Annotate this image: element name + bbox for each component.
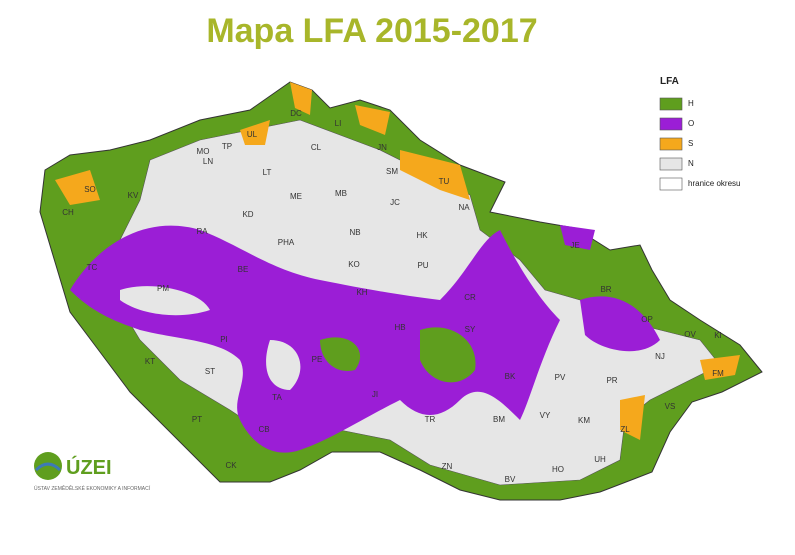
- zone-n-patches: [120, 286, 301, 390]
- legend-swatch: [659, 137, 683, 151]
- district-label: LI: [335, 119, 342, 128]
- district-label: OV: [684, 330, 696, 339]
- zone-o-east: [560, 225, 660, 352]
- district-label: TC: [87, 263, 98, 272]
- title: Mapa LFA 2015-2017: [206, 12, 537, 50]
- district-label: SO: [84, 185, 96, 194]
- district-label: CK: [225, 461, 237, 470]
- district-label: BV: [505, 475, 516, 484]
- district-label: KD: [242, 210, 253, 219]
- legend-label: S: [688, 139, 693, 148]
- district-label: ZL: [620, 425, 630, 434]
- district-label: KT: [145, 357, 155, 366]
- district-label: TU: [439, 177, 450, 186]
- district-label: TR: [425, 415, 436, 424]
- logo-icon-wave: [34, 462, 62, 472]
- logo: ÚZEI ÚSTAV ZEMĚDĚLSKÉ EKONOMIKY A INFORM…: [34, 452, 151, 492]
- district-label: HK: [416, 231, 428, 240]
- district-label: HO: [552, 465, 564, 474]
- logo-name: ÚZEI: [66, 455, 112, 479]
- district-label: BE: [238, 265, 249, 274]
- district-label: PI: [220, 335, 228, 344]
- district-label: ZN: [442, 462, 453, 471]
- district-label: NA: [458, 203, 470, 212]
- district-label: ST: [205, 367, 215, 376]
- district-label: KI: [714, 331, 722, 340]
- legend-label: hranice okresu: [688, 179, 740, 188]
- zone-o: [70, 225, 560, 453]
- district-label: UH: [594, 455, 606, 464]
- district-label: NB: [349, 228, 360, 237]
- district-label: PHA: [278, 238, 295, 247]
- district-label: FM: [712, 369, 724, 378]
- district-label: LN: [203, 157, 213, 166]
- district-label: BK: [505, 372, 516, 381]
- district-label: ME: [290, 192, 302, 201]
- district-label: UL: [247, 130, 258, 139]
- district-label: PE: [312, 355, 323, 364]
- district-label: MO: [197, 147, 210, 156]
- district-label: LT: [263, 168, 272, 177]
- district-label: PM: [157, 284, 169, 293]
- district-label: TP: [222, 142, 232, 151]
- district-label: PR: [606, 376, 617, 385]
- district-label: SM: [386, 167, 398, 176]
- district-label: HB: [394, 323, 405, 332]
- district-label: CR: [464, 293, 476, 302]
- district-label: RA: [196, 227, 208, 236]
- district-label: OP: [641, 315, 653, 324]
- district-label: KH: [356, 288, 367, 297]
- district-label: PV: [555, 373, 566, 382]
- district-label: CL: [311, 143, 322, 152]
- district-label: JE: [570, 241, 579, 250]
- district-label: CB: [258, 425, 269, 434]
- district-label: KO: [348, 260, 360, 269]
- legend-label: N: [688, 159, 694, 168]
- district-label: VS: [665, 402, 676, 411]
- logo-subtitle: ÚSTAV ZEMĚDĚLSKÉ EKONOMIKY A INFORMACÍ: [34, 484, 151, 492]
- district-label: PT: [192, 415, 202, 424]
- legend-swatch: [659, 177, 683, 191]
- district-label: BM: [493, 415, 505, 424]
- district-label: TA: [272, 393, 282, 402]
- logo-icon: [34, 452, 62, 480]
- district-label: KV: [128, 191, 139, 200]
- district-label: DC: [290, 109, 302, 118]
- district-label: KM: [578, 416, 590, 425]
- district-label: JI: [372, 390, 378, 399]
- legend-swatch: [659, 117, 683, 131]
- district-label: BR: [600, 285, 611, 294]
- legend-label: H: [688, 99, 694, 108]
- district-label: JC: [390, 198, 400, 207]
- district-label: NJ: [655, 352, 665, 361]
- district-label: PU: [417, 261, 428, 270]
- legend-label: O: [688, 119, 694, 128]
- zone-h-inner: [320, 327, 476, 383]
- district-label: JN: [377, 143, 387, 152]
- map: [39, 81, 763, 501]
- district-label: SY: [465, 325, 476, 334]
- legend-title: LFA: [660, 76, 679, 87]
- district-label: VY: [540, 411, 551, 420]
- district-label: MB: [335, 189, 347, 198]
- district-label: CH: [62, 208, 74, 217]
- legend-swatch: [659, 97, 683, 111]
- legend-swatch: [659, 157, 683, 171]
